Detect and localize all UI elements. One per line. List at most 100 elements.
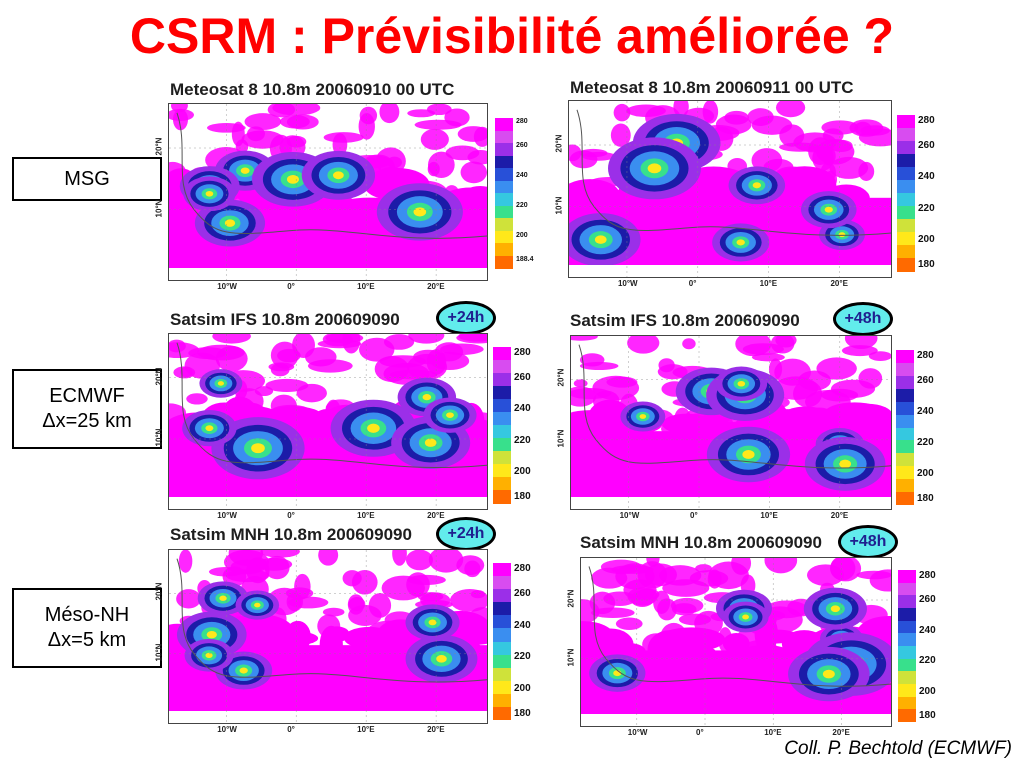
cloud-blob	[816, 357, 857, 380]
cloud-core-center	[205, 652, 213, 658]
cloud-core-center	[822, 669, 835, 679]
colorbar-swatch	[495, 218, 513, 231]
cloud-blob	[581, 631, 597, 652]
cloud-blob	[368, 593, 392, 618]
cloud-blob	[460, 161, 487, 184]
colorbar-swatch	[493, 373, 511, 387]
colorbar: 280 260 240 220 200 188.4	[495, 118, 540, 269]
colorbar-tick-label: 200	[516, 232, 528, 239]
cloud-blob	[445, 145, 480, 161]
cloud-blob	[869, 569, 891, 592]
panel-title: Satsim MNH 10.8m 200609090	[170, 525, 412, 544]
colorbar-swatch	[493, 680, 511, 695]
x-tick-label: 0°	[690, 511, 698, 520]
cloud-blob	[323, 132, 364, 143]
colorbar-tick-label: 260	[918, 140, 935, 152]
colorbar-swatch	[495, 255, 513, 269]
cloud-blob	[427, 161, 440, 177]
y-tick-label: 20°N	[566, 589, 576, 608]
y-tick-label: 20°N	[154, 582, 164, 601]
satellite-map	[168, 103, 488, 281]
x-tick-label: 10°W	[217, 511, 237, 520]
colorbar-swatch	[493, 628, 511, 642]
cloud-blob	[581, 599, 600, 624]
cloud-blob	[821, 146, 836, 166]
colorbar-swatch	[493, 412, 511, 426]
clear-strip	[581, 714, 891, 726]
row-label-line: ECMWF	[49, 385, 125, 407]
colorbar-swatch	[896, 362, 914, 377]
cloud-core-center	[254, 602, 261, 608]
colorbar-tick-label: 220	[918, 202, 935, 214]
row-label-mesonh: Méso-NH Δx=5 km	[12, 588, 162, 668]
cloud-blob	[613, 103, 631, 122]
cloud-blob	[270, 363, 290, 377]
colorbar-swatch	[897, 154, 915, 168]
cloud-core-center	[838, 232, 846, 238]
colorbar-swatch	[896, 350, 914, 364]
cloud-core-center	[206, 630, 217, 639]
colorbar-tick-label: 180	[919, 710, 936, 721]
cloud-blob	[343, 626, 396, 649]
y-tick-label: 20°N	[556, 368, 566, 387]
clear-strip	[169, 497, 487, 509]
y-tick-label: 20°N	[554, 134, 564, 153]
cloud-blob	[829, 156, 869, 179]
x-tick-label: 0°	[688, 279, 697, 288]
cloud-core-center	[594, 235, 607, 244]
y-tick-label: 10°N	[154, 428, 164, 447]
cloud-blob	[347, 594, 365, 615]
cloud-core-center	[639, 414, 647, 419]
cloud-blob	[569, 179, 620, 210]
coastline	[176, 558, 487, 683]
cloud-blob	[420, 592, 451, 609]
cloud-blob	[374, 356, 410, 383]
cloud-core-center	[446, 412, 454, 419]
colorbar-swatch	[493, 693, 511, 708]
colorbar-tick-label: 260	[917, 375, 934, 386]
cloud-blob	[610, 123, 631, 147]
cloud-blob	[665, 644, 721, 681]
cloud-blob	[176, 589, 201, 609]
colorbar-swatch	[493, 347, 511, 361]
x-tick-label: 10°E	[760, 511, 778, 520]
cloud-blob	[841, 345, 878, 357]
cloud-blob	[286, 114, 319, 130]
colorbar-swatch	[896, 453, 914, 467]
colorbar-swatch	[495, 193, 513, 206]
cloud-blob	[180, 366, 193, 378]
x-tick-label: 10°E	[759, 279, 778, 288]
cloud-blob	[458, 334, 487, 342]
y-tick-label: 10°N	[566, 648, 576, 667]
cloud-blob	[571, 388, 612, 400]
lead-time-badge: +24h	[436, 301, 496, 335]
row-label-line: Δx=5 km	[47, 629, 127, 651]
cloud-blob	[854, 121, 872, 136]
cloud-blob	[722, 633, 750, 654]
cloud-core-center	[824, 206, 833, 213]
cloud-blob	[392, 550, 407, 566]
colorbar-tick-label: 220	[516, 202, 528, 209]
cloud-core-center	[830, 605, 840, 613]
cloud-blob	[624, 434, 685, 447]
cloud-blob	[307, 359, 353, 373]
colorbar-swatch	[898, 671, 916, 685]
cloud-blob	[405, 550, 433, 571]
colorbar-tick-label: 260	[514, 588, 531, 600]
cloud-blob	[408, 334, 445, 344]
colorbar-swatch	[898, 620, 916, 634]
satellite-map	[570, 335, 892, 510]
cloud-blob	[456, 194, 487, 225]
cloud-blob	[186, 393, 208, 405]
colorbar-tick-label: 240	[516, 172, 528, 179]
colorbar-tick-label: 260	[919, 594, 936, 606]
colorbar-swatch	[493, 576, 511, 590]
cloud-blob	[359, 106, 378, 125]
colorbar-swatch	[896, 375, 914, 390]
colorbar-swatch	[897, 219, 915, 233]
colorbar-swatch	[898, 658, 916, 672]
colorbar-swatch	[897, 167, 915, 181]
cloud-blob	[773, 166, 836, 200]
x-tick-label: 20°E	[830, 511, 849, 520]
slide-title: CSRM : Prévisibilité améliorée ?	[129, 8, 895, 64]
